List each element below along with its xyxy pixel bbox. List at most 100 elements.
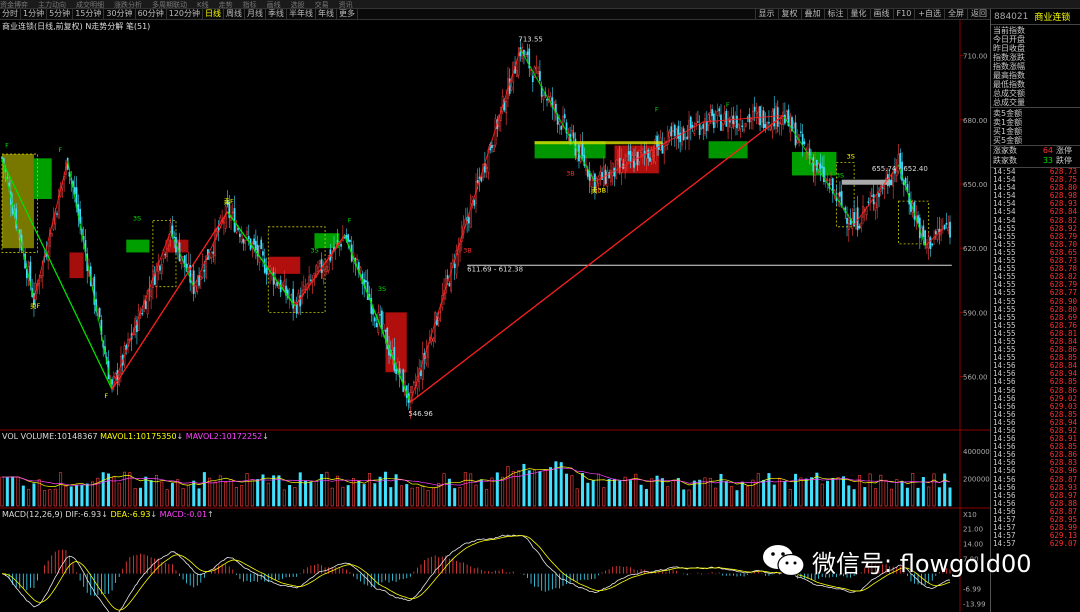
volume-bar xyxy=(415,486,419,507)
top-menu-item[interactable]: K线 xyxy=(197,1,209,9)
top-menu-item[interactable]: 指标 xyxy=(242,1,257,9)
candle-body xyxy=(324,268,326,271)
toolbar-button[interactable]: +自选 xyxy=(914,9,944,19)
volume-bar xyxy=(16,476,20,507)
candle-body xyxy=(624,160,626,168)
candle-body xyxy=(617,159,619,161)
volume-bar xyxy=(607,479,611,507)
tick-row: 14:55 628.70 xyxy=(991,240,1080,249)
signal-label: F xyxy=(348,217,352,225)
candle-body xyxy=(336,240,339,242)
kline-chart-canvas[interactable]: 710.00 680.00 650.00 620.00 590.00 560.00 713.… xyxy=(0,20,990,612)
candle-body xyxy=(736,115,738,129)
bi-segment xyxy=(594,121,704,183)
candle-body xyxy=(365,280,367,283)
top-menu-item[interactable]: 多周期联动 xyxy=(152,1,187,9)
volume-bar xyxy=(122,471,126,507)
toolbar-button[interactable]: 叠加 xyxy=(800,9,824,19)
candle-body xyxy=(485,167,488,169)
range-label: 655.74 - 652.40 xyxy=(872,165,928,173)
candle-body xyxy=(551,97,554,108)
tick-price: 628.90 xyxy=(1049,296,1077,306)
top-menu-item[interactable]: 成交明细 xyxy=(76,1,104,9)
candle-body xyxy=(242,239,245,244)
limit-up-label: 涨停 xyxy=(1056,146,1072,155)
volume-bar xyxy=(756,473,760,507)
volume-bar xyxy=(660,478,664,507)
volume-bar xyxy=(442,473,446,507)
candle-body xyxy=(847,223,850,231)
kline-chart-area[interactable]: 710.00 680.00 650.00 620.00 590.00 560.00 713.… xyxy=(0,20,990,612)
tick-time: 14:56 xyxy=(993,506,1016,516)
volume-bar xyxy=(463,472,467,507)
volume-bar xyxy=(581,473,585,507)
macd-label: MACD(12,26,9) xyxy=(2,510,63,519)
dotted-pivot-box xyxy=(1,153,38,253)
top-menu-item[interactable]: 涨跌分析 xyxy=(114,1,142,9)
candle-body xyxy=(159,265,161,271)
candle-body xyxy=(50,233,53,237)
toolbar-button[interactable]: 复权 xyxy=(777,9,801,19)
candle-body xyxy=(780,118,783,125)
bi-segment xyxy=(703,115,784,123)
period-tab[interactable]: 半年线 xyxy=(287,9,317,19)
top-menu-item[interactable]: 交易 xyxy=(314,1,329,9)
volume-bar xyxy=(405,484,409,507)
tick-list[interactable]: 14:54 628.73 14:54 628.75 14:54 628.80 14:54 62… xyxy=(991,167,1080,548)
candle-body xyxy=(709,112,712,121)
candle-body xyxy=(326,265,328,273)
period-tab[interactable]: 分时 xyxy=(0,9,21,19)
toolbar-button[interactable]: 返回 xyxy=(967,9,990,19)
candle-body xyxy=(707,114,710,126)
tick-row: 14:55 628.86 xyxy=(991,345,1080,354)
toolbar-button[interactable]: 标注 xyxy=(823,9,847,19)
bi-segment xyxy=(67,160,113,390)
candle-body xyxy=(627,151,630,155)
period-tab[interactable]: 季线 xyxy=(266,9,288,19)
top-menu-item[interactable]: 主力动向 xyxy=(38,1,66,9)
volume-axis-label: 2000000 xyxy=(963,476,990,484)
period-tab[interactable]: 月线 xyxy=(245,9,267,19)
period-tab[interactable]: 1分钟 xyxy=(21,9,48,19)
top-menu-item[interactable]: 资讯 xyxy=(338,1,353,9)
tick-price: 628.80 xyxy=(1049,304,1077,314)
candle-body xyxy=(672,130,674,132)
candle-body xyxy=(164,253,167,256)
period-tab[interactable]: 日线 xyxy=(203,9,225,19)
period-tab[interactable]: 5分钟 xyxy=(47,9,74,19)
candle-body xyxy=(295,303,298,314)
candle-body xyxy=(716,110,719,117)
toolbar-button[interactable]: 全屏 xyxy=(944,9,967,19)
candle-body xyxy=(945,222,948,225)
period-tab[interactable]: 120分钟 xyxy=(167,9,204,19)
toolbar-button[interactable]: 量化 xyxy=(846,9,870,19)
volume-bar xyxy=(21,485,25,507)
volume-bar xyxy=(277,475,281,507)
tick-price: 628.76 xyxy=(1049,320,1077,330)
tick-row: 14:54 628.82 xyxy=(991,216,1080,225)
period-tab[interactable]: 30分钟 xyxy=(104,9,136,19)
top-menu-item[interactable]: 资金博弈 xyxy=(0,1,28,9)
tick-price: 628.94 xyxy=(1049,369,1077,379)
volume-bar xyxy=(698,479,702,507)
top-menu-item[interactable]: 选股 xyxy=(290,1,305,9)
candle-body xyxy=(235,224,238,233)
toolbar-button[interactable]: 显示 xyxy=(754,9,778,19)
toolbar-button[interactable]: 画线 xyxy=(869,9,893,19)
period-tab[interactable]: 年线 xyxy=(316,9,338,19)
candle-body xyxy=(166,248,168,257)
top-menu-item[interactable]: 走势 xyxy=(218,1,233,9)
tick-time: 14:57 xyxy=(993,531,1016,541)
tick-time: 14:56 xyxy=(993,482,1016,492)
top-menu-item[interactable]: 画线 xyxy=(266,1,281,9)
candle-body xyxy=(816,159,818,171)
candle-body xyxy=(629,150,632,162)
toolbar-button[interactable]: F10 xyxy=(892,9,915,19)
period-tab[interactable]: 60分钟 xyxy=(136,9,167,19)
period-tab[interactable]: 15分钟 xyxy=(73,9,105,19)
candle-body xyxy=(563,114,566,119)
period-tab[interactable]: 更多 xyxy=(337,9,359,19)
candle-body xyxy=(317,266,319,272)
period-tab[interactable]: 周线 xyxy=(224,9,246,19)
volume-bar xyxy=(213,481,217,507)
